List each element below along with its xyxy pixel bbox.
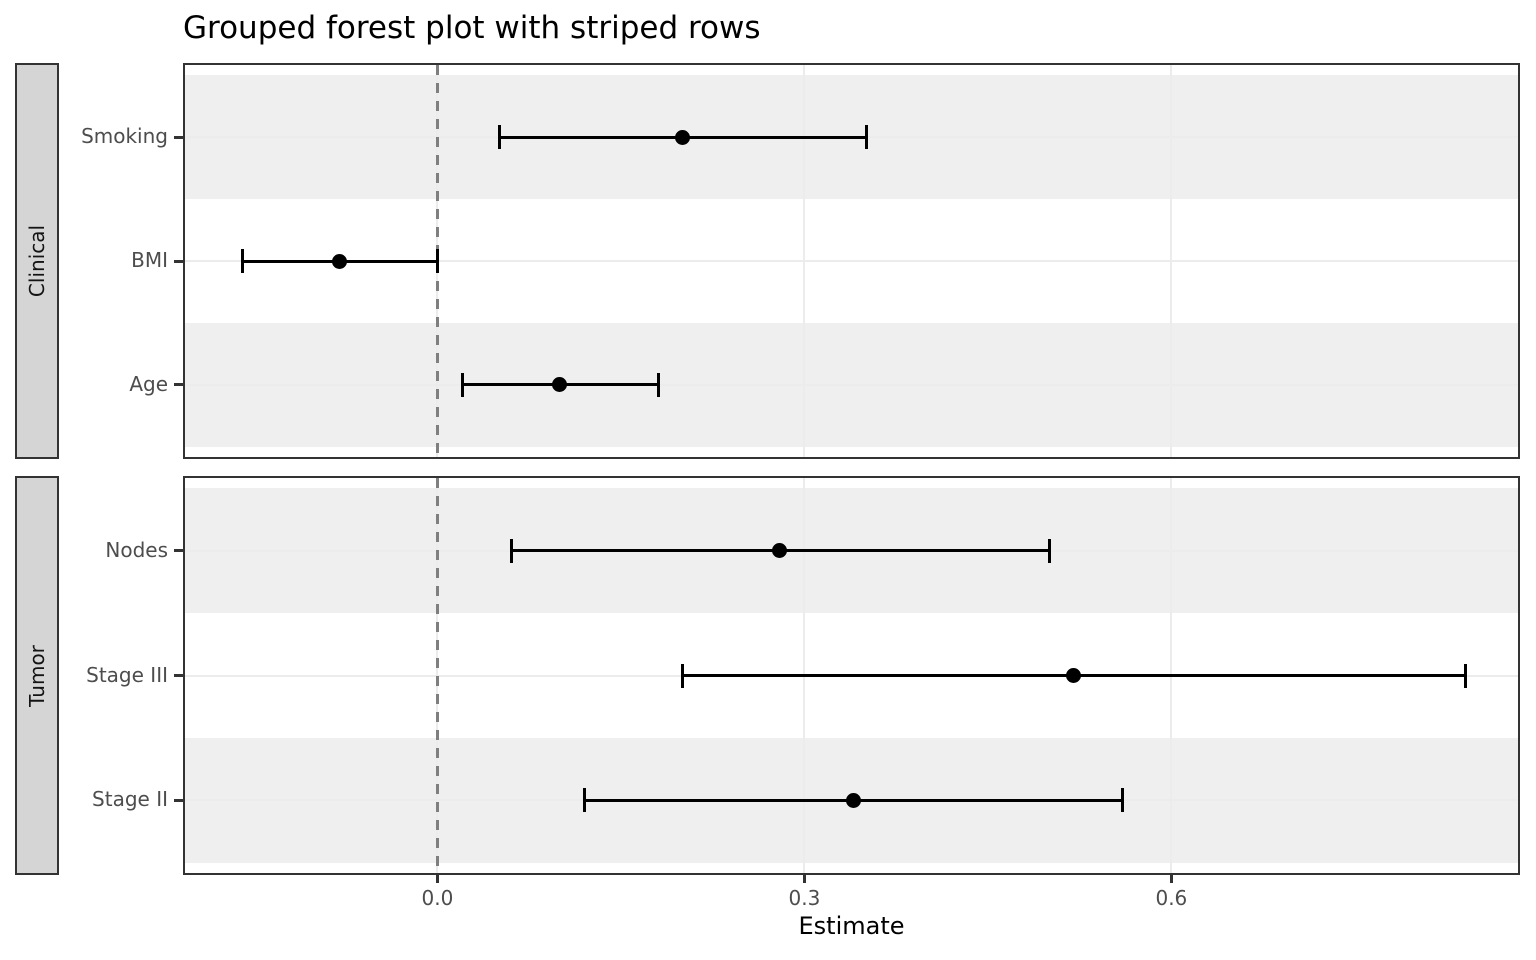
estimate-point (1066, 668, 1082, 683)
error-bar-cap-high (864, 125, 868, 150)
panel-tumor (183, 476, 1520, 875)
error-bar-cap-high (656, 372, 660, 397)
error-bar-cap-low (681, 663, 685, 688)
y-axis-label-bmi: BMI (131, 248, 168, 272)
panel-clinical (183, 63, 1520, 459)
y-axis-label-stage-iii: Stage III (86, 662, 168, 687)
error-bar-cap-low (460, 372, 464, 397)
h-gridline (185, 260, 1518, 262)
error-bar-cap-low (583, 788, 587, 813)
estimate-point (552, 377, 568, 393)
error-bar-cap-high (1463, 663, 1467, 688)
y-axis-tickmark (174, 259, 183, 263)
x-axis-tickmark (435, 875, 439, 883)
error-bar-cap-low (497, 125, 501, 150)
y-axis-tickmark (174, 383, 183, 387)
error-bar-cap-high (436, 249, 440, 273)
x-axis-title: Estimate (798, 912, 905, 940)
y-axis-label-smoking: Smoking (81, 124, 168, 149)
estimate-point (845, 792, 861, 808)
estimate-point (332, 253, 348, 269)
x-tick-label: 0.6 (1155, 886, 1188, 910)
v-gridline (1170, 65, 1173, 457)
y-axis-label-stage-ii: Stage II (92, 787, 168, 812)
error-bar-cap-high (1121, 788, 1125, 813)
y-axis-tickmark (174, 798, 183, 802)
facet-strip-tumor: Tumor (15, 476, 59, 875)
x-tick-label: 0.0 (421, 886, 454, 910)
y-axis-label-nodes: Nodes (105, 537, 168, 562)
v-gridline (803, 65, 806, 457)
error-bar-cap-low (240, 249, 244, 273)
facet-strip-clinical: Clinical (15, 63, 59, 459)
y-axis-tickmark (174, 135, 183, 139)
reference-line (436, 478, 440, 873)
chart-title: Grouped forest plot with striped rows (183, 10, 761, 46)
x-tick-label: 0.3 (788, 886, 821, 910)
error-bar-cap-low (509, 538, 513, 563)
estimate-point (674, 129, 690, 145)
y-axis-label-age: Age (129, 371, 168, 396)
x-axis-tickmark (1169, 875, 1173, 883)
estimate-point (772, 543, 788, 559)
x-axis-tickmark (802, 875, 806, 883)
h-gridline (185, 383, 1518, 386)
y-axis-tickmark (174, 549, 183, 553)
error-bar-cap-high (1048, 538, 1052, 563)
y-axis-tickmark (174, 674, 183, 677)
